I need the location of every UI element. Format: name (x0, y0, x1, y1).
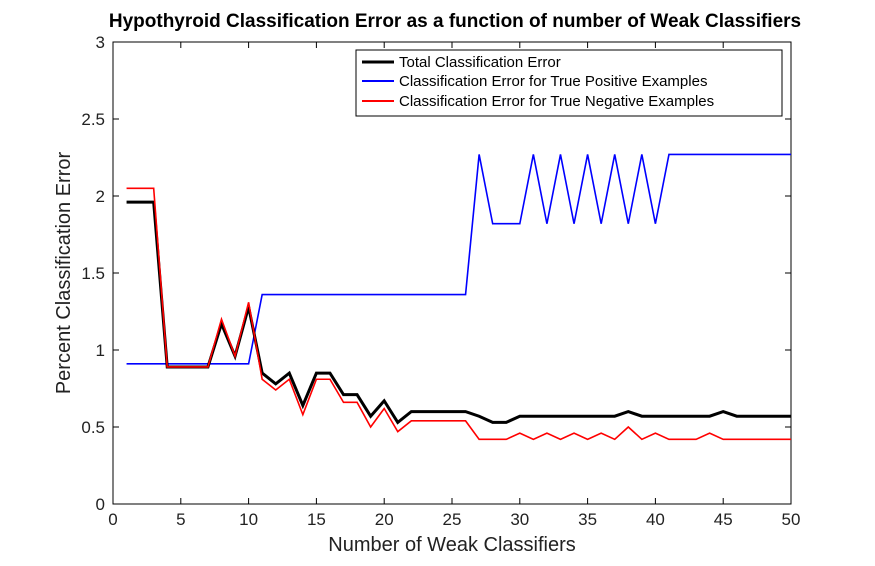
series-line-true-positive (126, 153, 791, 365)
x-axis-label: Number of Weak Classifiers (328, 534, 575, 556)
x-tick-label: 30 (510, 510, 529, 529)
legend-label-true-positive: Classification Error for True Positive E… (399, 73, 707, 90)
x-tick-label: 45 (714, 510, 733, 529)
series-lines (126, 153, 791, 441)
legend: Total Classification Error Classificatio… (355, 49, 783, 117)
y-tick-label: 0 (96, 495, 105, 514)
chart-title: Hypothyroid Classification Error as a fu… (109, 11, 801, 32)
legend-label-total: Total Classification Error (399, 54, 561, 71)
x-tick-label: 5 (176, 510, 185, 529)
legend-label-true-negative: Classification Error for True Negative E… (399, 93, 714, 110)
y-tick-label: 3 (96, 33, 105, 52)
x-tick-label: 35 (578, 510, 597, 529)
plot-area (112, 41, 792, 505)
x-tick-label: 40 (646, 510, 665, 529)
series-line-true-negative (126, 187, 791, 441)
x-tick-label: 25 (443, 510, 462, 529)
y-tick-label: 2 (96, 187, 105, 206)
y-tick-label: 1 (96, 341, 105, 360)
y-tick-label: 0.5 (81, 418, 105, 437)
y-tick-label: 2.5 (81, 110, 105, 129)
x-tick-label: 20 (375, 510, 394, 529)
x-tick-label: 50 (782, 510, 801, 529)
y-axis-ticks: 0 0.5 1 1.5 2 2.5 3 (81, 33, 791, 514)
legend-box (355, 49, 783, 117)
x-axis-ticks: 0 5 10 15 20 25 30 35 40 45 50 (108, 42, 800, 529)
x-tick-label: 0 (108, 510, 117, 529)
x-tick-label: 15 (307, 510, 326, 529)
y-tick-label: 1.5 (81, 264, 105, 283)
x-tick-label: 10 (239, 510, 258, 529)
y-axis-label: Percent Classification Error (53, 152, 75, 395)
